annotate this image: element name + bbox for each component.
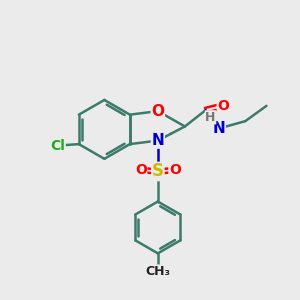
Text: O: O [217, 99, 229, 113]
Text: N: N [212, 121, 225, 136]
Text: N: N [152, 133, 164, 148]
Text: CH₃: CH₃ [145, 265, 170, 278]
Text: H: H [206, 111, 216, 124]
Text: Cl: Cl [50, 139, 65, 153]
Text: S: S [152, 163, 164, 181]
Text: O: O [151, 103, 164, 118]
Text: O: O [169, 163, 181, 177]
Text: O: O [135, 163, 147, 177]
